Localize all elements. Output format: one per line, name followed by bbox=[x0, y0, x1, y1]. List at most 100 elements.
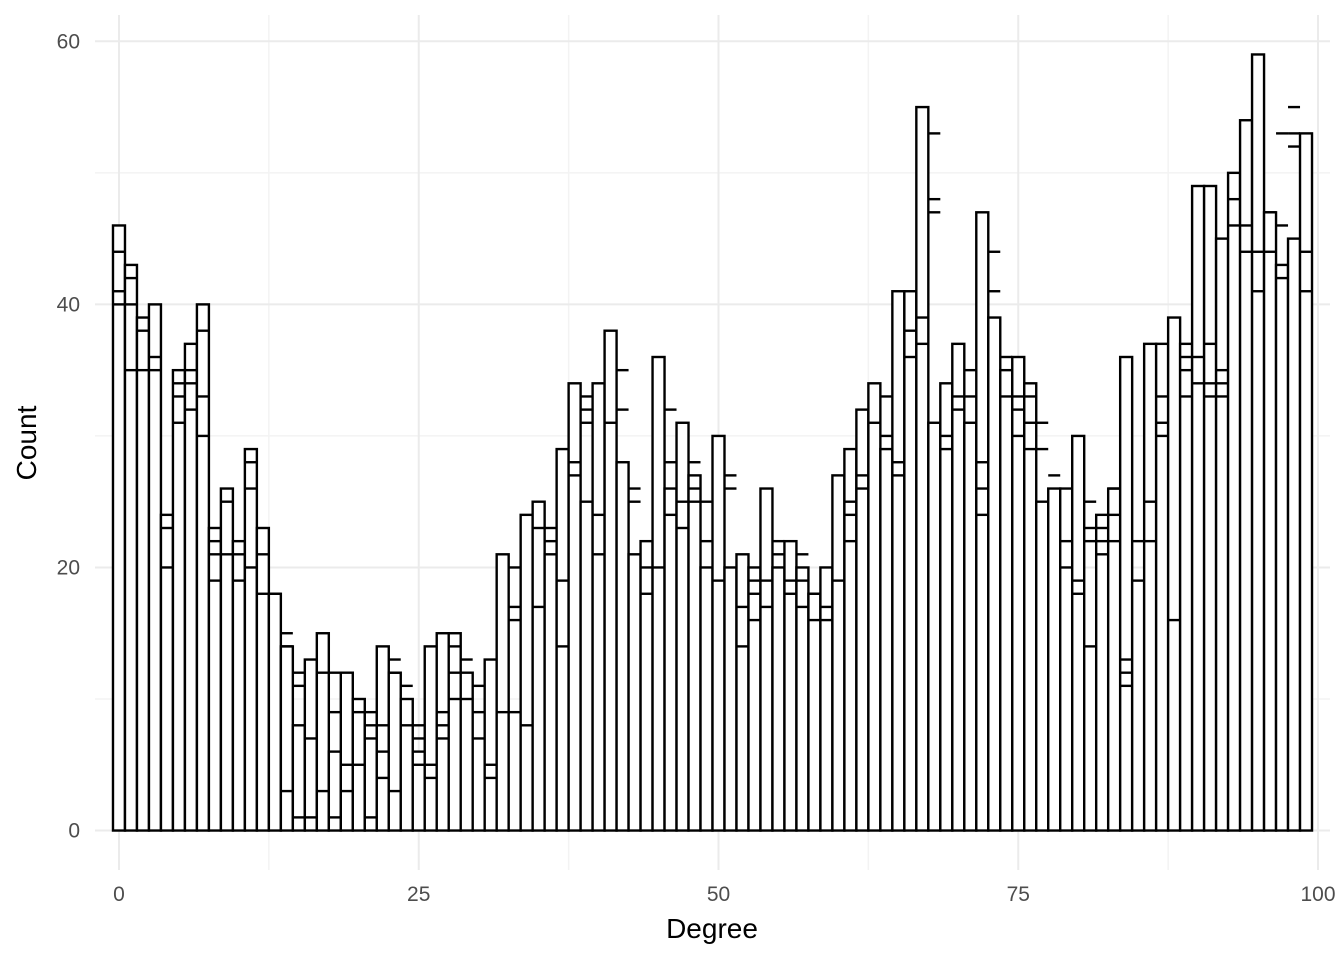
histogram-bar bbox=[1011, 355, 1026, 832]
histogram-bar bbox=[891, 290, 906, 832]
histogram-bar bbox=[1286, 237, 1302, 832]
histogram-bar bbox=[1071, 434, 1086, 832]
y-tick-label: 40 bbox=[57, 293, 80, 316]
histogram-bar bbox=[1047, 487, 1062, 832]
histogram-bar bbox=[1250, 53, 1266, 832]
histogram-bar bbox=[1226, 171, 1242, 832]
histogram-bar bbox=[687, 474, 702, 832]
histogram-bar bbox=[171, 368, 187, 832]
histogram-bar bbox=[207, 526, 223, 832]
x-axis-ticks: 0 25 50 75 100 bbox=[113, 883, 1335, 906]
histogram-bar bbox=[855, 408, 870, 832]
histogram-bar bbox=[399, 697, 414, 832]
histogram-bar bbox=[159, 513, 175, 832]
y-tick-label: 0 bbox=[68, 820, 80, 843]
histogram-bar bbox=[651, 355, 666, 832]
histogram-bar bbox=[195, 303, 211, 832]
histogram-bar bbox=[591, 382, 606, 832]
histogram-bar bbox=[807, 592, 822, 832]
histogram-bar bbox=[231, 539, 247, 832]
histogram-bar bbox=[447, 632, 462, 832]
histogram-bar bbox=[927, 421, 942, 832]
histogram-bar bbox=[627, 553, 642, 832]
histogram-bar bbox=[903, 290, 918, 832]
histogram-bar bbox=[1190, 184, 1206, 832]
histogram-bar bbox=[1082, 645, 1098, 832]
histogram-bar bbox=[435, 632, 450, 832]
histogram-bar bbox=[915, 105, 930, 832]
histogram-bar bbox=[543, 553, 558, 832]
histogram-bar bbox=[471, 737, 486, 832]
histogram-bar bbox=[1262, 211, 1278, 832]
histogram-bar bbox=[1094, 513, 1110, 832]
histogram-bar bbox=[243, 447, 259, 832]
histogram-bar bbox=[111, 224, 127, 832]
histogram-bar bbox=[867, 382, 882, 832]
histogram-bar bbox=[1274, 263, 1290, 832]
histogram-bar bbox=[963, 421, 978, 832]
histogram-bar bbox=[1214, 237, 1230, 832]
histogram-bar bbox=[483, 658, 498, 832]
histogram-bar bbox=[387, 671, 402, 832]
x-tick-label: 75 bbox=[1007, 883, 1030, 906]
histogram-bar bbox=[735, 553, 750, 832]
histogram-bar bbox=[363, 710, 378, 832]
histogram-bar bbox=[567, 382, 582, 832]
histogram-bar bbox=[267, 592, 283, 832]
histogram-bar bbox=[375, 645, 390, 832]
histogram-bar bbox=[423, 645, 438, 832]
histogram-bar bbox=[675, 421, 690, 832]
histogram-bar bbox=[639, 539, 654, 832]
histogram-bar bbox=[975, 211, 990, 832]
histogram-bar bbox=[1118, 355, 1134, 832]
histogram-bar bbox=[1106, 487, 1122, 832]
histogram-bar bbox=[255, 526, 271, 832]
histogram-bar bbox=[783, 539, 798, 832]
histogram-bar bbox=[507, 710, 522, 832]
histogram-bar bbox=[291, 724, 307, 832]
histogram-bar bbox=[135, 316, 151, 832]
histogram-bar bbox=[183, 342, 199, 832]
histogram-bar bbox=[519, 513, 534, 832]
histogram-bar bbox=[147, 303, 163, 832]
histogram-bar bbox=[555, 447, 570, 832]
x-tick-label: 0 bbox=[113, 883, 125, 906]
histogram-bar bbox=[1023, 382, 1038, 832]
histogram-bar bbox=[411, 750, 426, 832]
x-tick-label: 100 bbox=[1300, 883, 1335, 906]
histogram-bar bbox=[879, 447, 894, 832]
y-tick-label: 60 bbox=[57, 30, 80, 53]
histogram-bar bbox=[999, 368, 1014, 832]
x-axis-title: Degree bbox=[666, 913, 758, 944]
x-tick-label: 50 bbox=[707, 883, 730, 906]
histogram-bar bbox=[843, 447, 858, 832]
y-axis-ticks: 0 20 40 60 bbox=[57, 30, 80, 842]
histogram-bar bbox=[1298, 132, 1314, 832]
bars bbox=[111, 53, 1314, 832]
histogram-bar bbox=[699, 566, 714, 832]
y-tick-label: 20 bbox=[57, 556, 80, 579]
histogram-bar bbox=[1035, 500, 1050, 832]
histogram-bar bbox=[747, 566, 762, 832]
histogram-bar bbox=[1142, 342, 1158, 832]
histogram-bar bbox=[723, 566, 738, 832]
histogram-bar bbox=[1202, 184, 1218, 832]
histogram-bar bbox=[759, 487, 774, 832]
y-axis-title: Count bbox=[11, 405, 42, 480]
histogram-bar bbox=[831, 474, 846, 832]
histogram-bar bbox=[1178, 342, 1194, 832]
histogram-bar bbox=[339, 671, 354, 832]
histogram-bar bbox=[771, 566, 786, 832]
histogram-bar bbox=[1059, 487, 1074, 832]
histogram-bar bbox=[303, 658, 319, 832]
histogram-bar bbox=[315, 632, 331, 832]
histogram-bar bbox=[459, 671, 474, 832]
histogram-bar bbox=[987, 316, 1002, 832]
histogram-bar bbox=[327, 750, 343, 832]
histogram-bar bbox=[531, 500, 546, 832]
histogram-bar bbox=[939, 382, 954, 832]
histogram-bar bbox=[1166, 316, 1182, 832]
x-tick-label: 25 bbox=[407, 883, 430, 906]
histogram-bar bbox=[1238, 119, 1254, 832]
